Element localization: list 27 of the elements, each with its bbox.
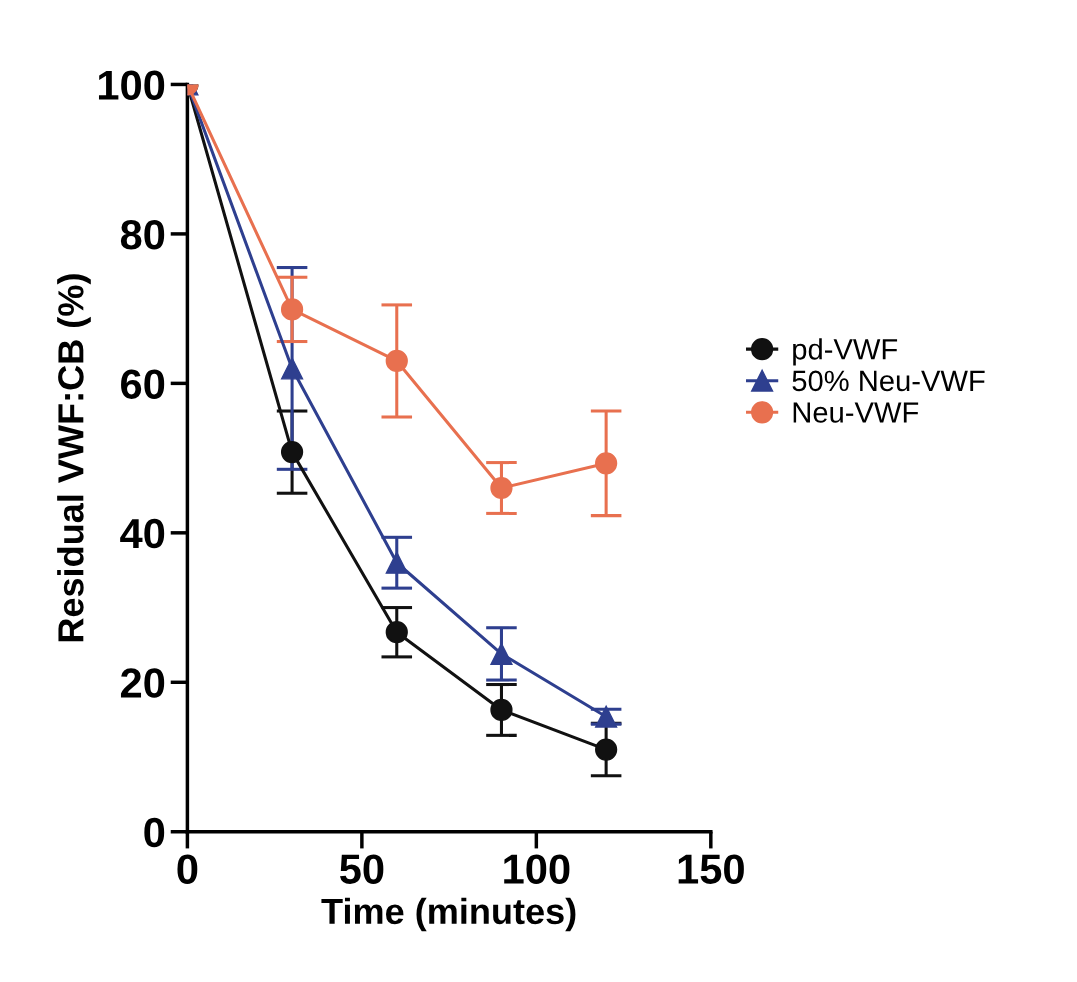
point xyxy=(595,738,618,761)
x-tick-label: 100 xyxy=(504,854,570,884)
x-axis-title: Time (minutes) xyxy=(321,897,576,932)
legend-label: pd-VWF xyxy=(793,338,898,366)
y-tick-label: 0 xyxy=(144,817,165,848)
point xyxy=(280,441,304,464)
point xyxy=(280,357,304,380)
y-axis-title: Residual VWF:CB (%) xyxy=(57,274,91,642)
point xyxy=(385,551,408,574)
point xyxy=(385,621,408,644)
x-tick-label: 150 xyxy=(678,854,744,884)
x-tick-label: 50 xyxy=(339,854,384,884)
y-tick-label: 60 xyxy=(121,369,165,399)
point xyxy=(280,298,304,321)
point xyxy=(490,642,513,666)
y-tick-label: 20 xyxy=(120,668,165,698)
y-tick-label: 40 xyxy=(120,518,165,549)
y-tick-label: 80 xyxy=(120,219,165,250)
point xyxy=(490,698,513,722)
point xyxy=(595,452,618,475)
point xyxy=(595,705,618,728)
x-tick-label: 0 xyxy=(177,854,198,884)
legend-label: 50% Neu-VWF xyxy=(792,370,985,392)
point xyxy=(385,349,408,373)
y-tick-label: 100 xyxy=(98,70,165,100)
legend-label: Neu-VWF xyxy=(793,402,919,423)
point xyxy=(490,476,513,500)
